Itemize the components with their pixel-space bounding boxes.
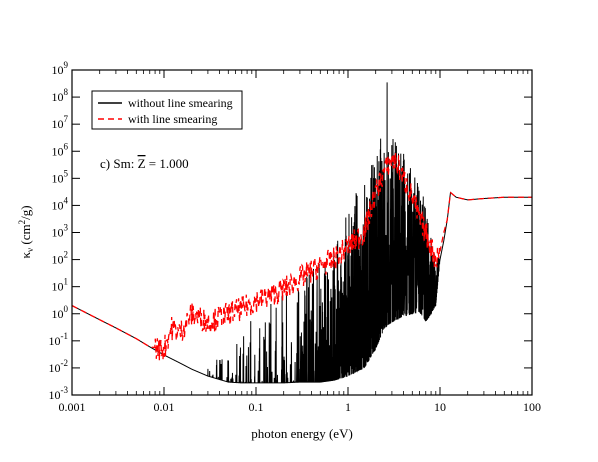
y-tick-label: 101: [52, 277, 69, 294]
ticks-layer: 0.001 0.01 0.1 1 10 100 10-3 10-2 10-1 100 101 102 1…: [49, 60, 542, 414]
x-tick-label: 10: [434, 400, 446, 414]
legend-label-with-smearing: with line smearing: [128, 112, 217, 126]
y-tick-label: 10-2: [49, 358, 69, 375]
x-tick-label: 0.01: [154, 400, 175, 414]
y-tick-label: 105: [52, 168, 69, 185]
series-with-line-smearing: [72, 152, 532, 361]
chart-annotation: c) Sm: Z = 1.000: [100, 156, 189, 171]
x-axis-label: photon energy (eV): [251, 426, 353, 441]
series-without-line-smearing: [72, 82, 532, 384]
y-tick-label: 109: [52, 60, 69, 77]
x-tick-label: 0.1: [249, 400, 264, 414]
legend-label-without-smearing: without line smearing: [128, 96, 233, 110]
y-tick-label: 10-1: [49, 331, 69, 348]
x-tick-label: 100: [523, 400, 541, 414]
y-tick-label: 100: [52, 304, 69, 321]
y-tick-label: 108: [52, 87, 69, 104]
legend: without line smearing with line smearing: [91, 90, 243, 130]
y-tick-label: 104: [52, 195, 69, 212]
y-tick-label: 103: [52, 223, 69, 240]
x-tick-label: 0.001: [59, 400, 86, 414]
data-layer: [72, 82, 532, 384]
x-tick-label: 1: [345, 400, 351, 414]
y-axis-label: κν (cm2/g): [17, 205, 35, 258]
y-tick-label: 10-3: [49, 385, 69, 402]
y-tick-label: 107: [52, 114, 69, 131]
y-tick-label: 102: [52, 250, 69, 267]
y-tick-label: 106: [52, 141, 69, 158]
legend-box: [91, 90, 243, 130]
